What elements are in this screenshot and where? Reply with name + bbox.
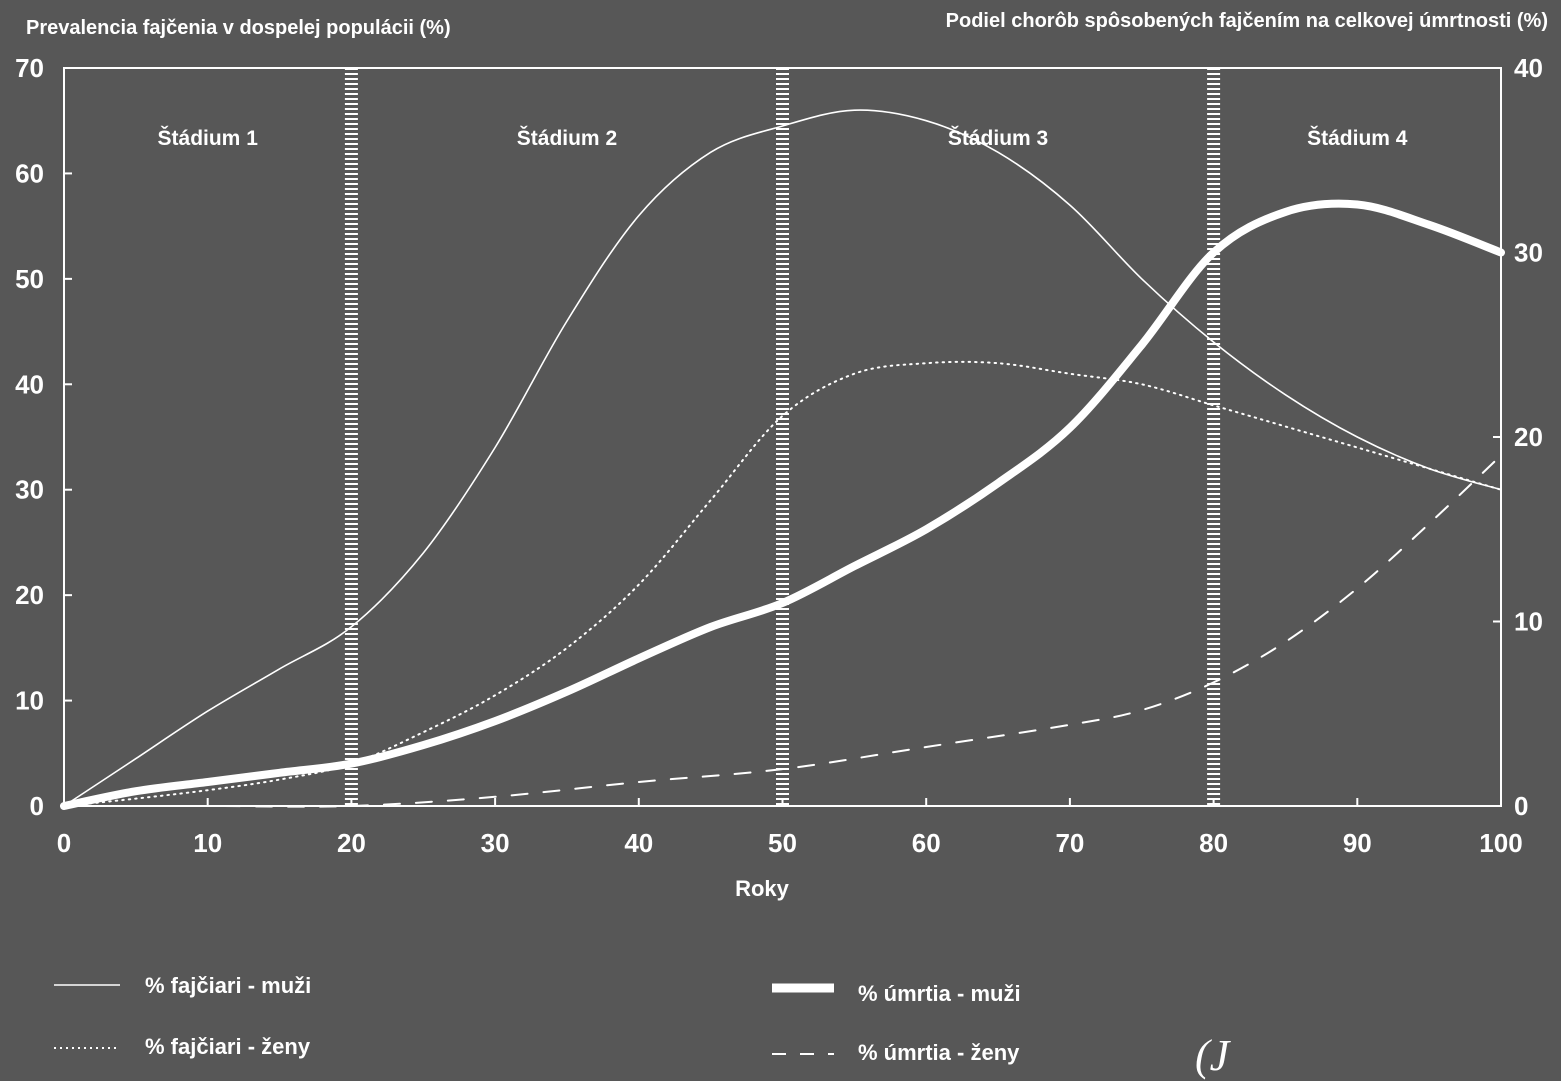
x-tick-label: 90	[1343, 828, 1372, 858]
y-right-tick-label: 30	[1514, 238, 1543, 268]
y-left-tick-label: 30	[15, 475, 44, 505]
y-left-tick-label: 50	[15, 264, 44, 294]
legend-label-deaths-women: % úmrtia - ženy	[858, 1040, 1020, 1065]
stage-boundaries	[344, 68, 1221, 806]
y-left-tick-label: 40	[15, 369, 44, 399]
series-smokers-men-line	[63, 109, 1502, 807]
x-tick-label: 80	[1199, 828, 1228, 858]
cropped-caption: (J	[1195, 1031, 1230, 1080]
y-right-tick-label: 40	[1514, 53, 1543, 83]
y-right-tick-label: 10	[1514, 607, 1543, 637]
y-left-tick-label: 0	[30, 791, 44, 821]
stage-label: Štádium 1	[158, 126, 259, 150]
legend-label-deaths-men: % úmrtia - muži	[858, 981, 1021, 1006]
right-axis-title: Podiel chorôb spôsobených fajčením na ce…	[946, 10, 1548, 32]
y-left-tick-label: 10	[15, 686, 44, 716]
series-lines	[60, 109, 1505, 810]
stage-label: Štádium 4	[1307, 126, 1408, 150]
series-smokers-women-line	[63, 360, 1502, 807]
series-deaths-women-line	[63, 454, 1502, 808]
x-tick-label: 60	[912, 828, 941, 858]
x-tick-label: 10	[193, 828, 222, 858]
x-tick-label: 40	[624, 828, 653, 858]
stage-label: Štádium 3	[948, 126, 1048, 150]
left-axis-ticks: 0 10 20 30 40 50 60 70	[15, 53, 72, 821]
x-tick-label: 70	[1055, 828, 1084, 858]
legend: % fajčiari - muži % fajčiari - ženy % úm…	[54, 973, 1021, 1065]
series-deaths-men-line	[60, 199, 1505, 810]
x-tick-label: 20	[337, 828, 366, 858]
y-left-tick-label: 70	[15, 53, 44, 83]
right-axis-ticks: 0 10 20 30 40	[1493, 53, 1543, 821]
left-axis-title: Prevalencia fajčenia v dospelej populáci…	[26, 17, 451, 39]
legend-label-smokers-men: % fajčiari - muži	[145, 973, 311, 998]
x-axis-title: Roky	[735, 876, 790, 901]
y-right-tick-label: 20	[1514, 422, 1543, 452]
y-right-tick-label: 0	[1514, 791, 1528, 821]
y-left-tick-label: 60	[15, 158, 44, 188]
x-tick-label: 0	[57, 828, 71, 858]
y-left-tick-label: 20	[15, 580, 44, 610]
x-axis-ticks: 0 10 20 30 40 50 60 70 80 90 100	[57, 798, 1523, 858]
x-tick-label: 100	[1479, 828, 1522, 858]
x-tick-label: 50	[768, 828, 797, 858]
x-tick-label: 30	[481, 828, 510, 858]
legend-label-smokers-women: % fajčiari - ženy	[145, 1034, 311, 1059]
stage-labels: Štádium 1 Štádium 2 Štádium 3 Štádium 4	[158, 126, 1408, 150]
stage-label: Štádium 2	[517, 126, 617, 150]
